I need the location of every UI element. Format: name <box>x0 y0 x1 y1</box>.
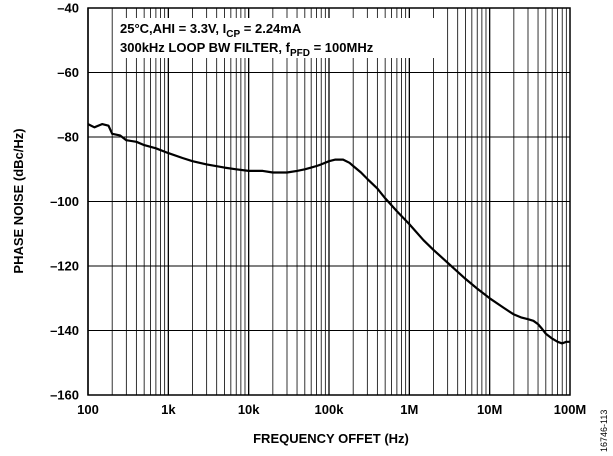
figure-id: 16746-113 <box>599 410 609 452</box>
y-tick-label: –140 <box>50 323 79 338</box>
y-tick-labels: –40 –60 –80 –100 –120 –140 –160 <box>50 1 79 403</box>
plot-grid <box>87 7 570 396</box>
annotation-line-1: 25°C,AHI = 3.3V, ICP = 2.24mA <box>120 21 302 40</box>
annotation-line-2: 300kHz LOOP BW FILTER, fPFD = 100MHz <box>120 40 374 59</box>
x-tick-label: 1M <box>400 402 418 417</box>
x-tick-label: 10M <box>477 402 502 417</box>
y-tick-label: –100 <box>50 194 79 209</box>
plot-frame <box>87 7 571 396</box>
x-axis-label: FREQUENCY OFFET (Hz) <box>253 431 409 446</box>
x-tick-label: 100k <box>315 402 345 417</box>
x-tick-label: 100 <box>77 402 99 417</box>
x-tick-label: 10k <box>238 402 260 417</box>
x-tick-label: 1k <box>161 402 176 417</box>
y-tick-label: –40 <box>57 1 79 16</box>
y-axis-label: PHASE NOISE (dBc/Hz) <box>11 128 26 273</box>
x-tick-label: 100M <box>554 402 587 417</box>
phase-noise-series-line <box>87 123 570 345</box>
x-tick-labels: 100 1k 10k 100k 1M 10M 100M <box>77 402 586 417</box>
y-tick-label: –120 <box>50 259 79 274</box>
y-tick-label: –160 <box>50 388 79 403</box>
annotation-background <box>116 18 444 58</box>
y-tick-label: –80 <box>57 130 79 145</box>
y-tick-label: –60 <box>57 65 79 80</box>
